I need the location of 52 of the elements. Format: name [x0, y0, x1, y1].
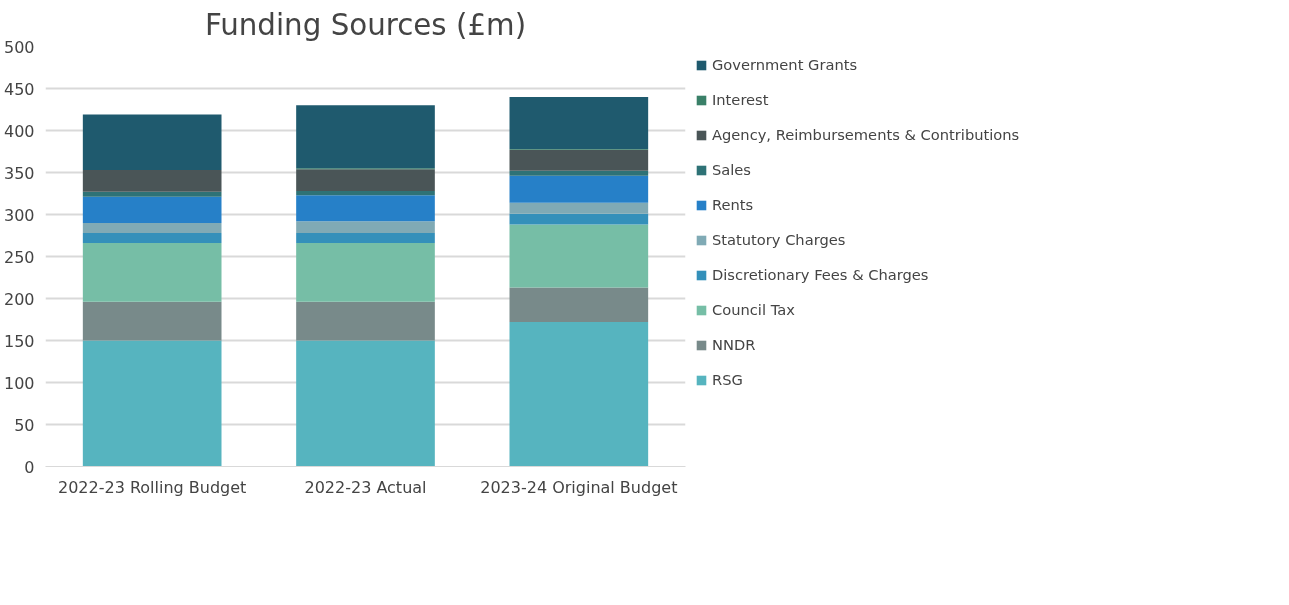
bar	[82, 191, 222, 197]
bar	[82, 222, 222, 233]
y-tick-label: 350	[3, 163, 35, 183]
bar	[509, 149, 649, 171]
bar	[509, 175, 649, 203]
bar	[509, 213, 649, 225]
x-tick-label: 2023-24 Original Budget	[480, 477, 678, 497]
bar	[296, 301, 435, 341]
bar	[509, 287, 649, 323]
bar	[509, 322, 649, 467]
y-tick-label: 100	[3, 373, 35, 393]
bar	[82, 301, 222, 341]
bar	[82, 340, 222, 467]
bar	[509, 96, 649, 149]
legend-label: RSG	[712, 371, 743, 388]
y-tick-label: 150	[3, 331, 35, 351]
bar	[296, 232, 435, 244]
y-tick-label: 400	[3, 121, 35, 141]
bar	[296, 243, 435, 302]
y-tick-label: 200	[3, 289, 35, 309]
bar	[509, 202, 649, 214]
y-tick-label: 0	[24, 457, 35, 477]
y-tick-label: 450	[3, 79, 35, 99]
legend-label: Discretionary Fees & Charges	[712, 266, 929, 283]
bar	[296, 169, 435, 191]
bar	[82, 114, 222, 170]
bar	[509, 224, 649, 288]
bar	[82, 169, 222, 192]
legend-label: Interest	[712, 91, 769, 108]
bar	[82, 196, 222, 223]
bar	[296, 190, 435, 196]
chart-title: Funding Sources (£m)	[204, 7, 527, 42]
legend-label: Rents	[712, 196, 754, 213]
bar	[82, 243, 222, 302]
legend-label: Government Grants	[712, 56, 858, 73]
legend-label: Sales	[712, 161, 752, 178]
bar	[509, 170, 649, 176]
bar	[296, 195, 435, 222]
y-tick-label: 50	[14, 415, 35, 435]
y-tick-label: 250	[3, 247, 35, 267]
y-tick-label: 500	[3, 37, 35, 57]
bar	[82, 232, 222, 244]
legend-label: NNDR	[712, 336, 756, 353]
bar	[296, 340, 435, 467]
bar	[296, 105, 435, 169]
bar	[296, 221, 435, 233]
x-tick-label: 2022-23 Actual	[304, 477, 427, 497]
legend-label: Statutory Charges	[712, 231, 846, 248]
legend-label: Agency, Reimbursements & Contributions	[712, 126, 1020, 143]
legend-label: Council Tax	[712, 301, 795, 318]
x-tick-label: 2022-23 Rolling Budget	[57, 477, 247, 497]
y-tick-label: 300	[3, 205, 35, 225]
